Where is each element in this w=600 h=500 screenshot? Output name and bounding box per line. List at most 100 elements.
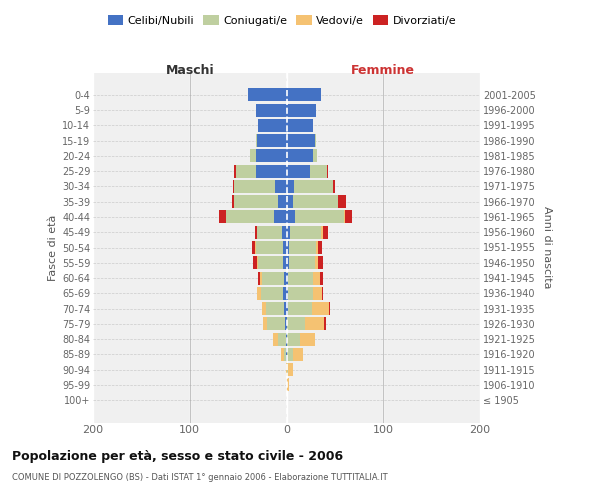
Bar: [314, 256, 319, 269]
Legend: Celibi/Nubili, Coniugati/e, Vedovi/e, Divorziati/e: Celibi/Nubili, Coniugati/e, Vedovi/e, Di…: [103, 10, 461, 30]
Bar: [284, 348, 286, 361]
Bar: [289, 363, 293, 376]
Bar: [275, 180, 287, 193]
Bar: [287, 287, 289, 300]
Bar: [283, 287, 287, 300]
Bar: [274, 210, 287, 224]
Bar: [278, 332, 286, 345]
Bar: [313, 150, 317, 162]
Bar: [262, 272, 284, 284]
Bar: [287, 88, 322, 102]
Bar: [310, 164, 327, 177]
Bar: [287, 210, 295, 224]
Bar: [273, 332, 278, 345]
Bar: [287, 348, 293, 361]
Bar: [287, 256, 289, 269]
Bar: [283, 256, 287, 269]
Bar: [257, 226, 281, 238]
Bar: [287, 318, 305, 330]
Text: COMUNE DI POZZOLENGO (BS) - Dati ISTAT 1° gennaio 2006 - Elaborazione TUTTITALIA: COMUNE DI POZZOLENGO (BS) - Dati ISTAT 1…: [12, 472, 388, 482]
Bar: [327, 164, 328, 177]
Bar: [286, 332, 287, 345]
Bar: [267, 318, 284, 330]
Bar: [257, 134, 287, 147]
Bar: [253, 256, 257, 269]
Bar: [287, 134, 314, 147]
Bar: [234, 180, 275, 193]
Bar: [257, 256, 259, 269]
Bar: [320, 272, 323, 284]
Bar: [278, 195, 287, 208]
Bar: [287, 104, 316, 117]
Bar: [287, 378, 289, 392]
Bar: [313, 272, 320, 284]
Bar: [333, 180, 335, 193]
Bar: [287, 332, 300, 345]
Bar: [283, 241, 287, 254]
Bar: [287, 180, 294, 193]
Bar: [319, 256, 323, 269]
Bar: [226, 210, 274, 224]
Bar: [287, 226, 290, 238]
Bar: [287, 272, 289, 284]
Bar: [289, 272, 313, 284]
Bar: [311, 302, 329, 315]
Text: Popolazione per età, sesso e stato civile - 2006: Popolazione per età, sesso e stato civil…: [12, 450, 343, 463]
Bar: [248, 88, 287, 102]
Bar: [287, 150, 313, 162]
Bar: [295, 210, 344, 224]
Bar: [259, 119, 287, 132]
Bar: [256, 241, 283, 254]
Bar: [322, 287, 323, 300]
Bar: [262, 287, 283, 300]
Text: Femmine: Femmine: [351, 64, 415, 78]
Bar: [234, 195, 278, 208]
Bar: [289, 302, 311, 315]
Bar: [287, 363, 289, 376]
Bar: [251, 241, 254, 254]
Bar: [263, 318, 267, 330]
Bar: [286, 363, 287, 376]
Bar: [260, 272, 262, 284]
Bar: [284, 302, 287, 315]
Bar: [232, 195, 234, 208]
Bar: [344, 210, 352, 224]
Bar: [257, 287, 262, 300]
Bar: [281, 226, 287, 238]
Bar: [234, 164, 236, 177]
Bar: [266, 302, 284, 315]
Bar: [289, 287, 313, 300]
Bar: [259, 256, 283, 269]
Bar: [284, 318, 287, 330]
Bar: [329, 302, 330, 315]
Bar: [259, 272, 260, 284]
Bar: [233, 180, 234, 193]
Bar: [250, 150, 256, 162]
Bar: [256, 164, 287, 177]
Bar: [256, 134, 257, 147]
Bar: [293, 348, 303, 361]
Bar: [294, 180, 333, 193]
Bar: [300, 332, 314, 345]
Bar: [290, 226, 322, 238]
Bar: [322, 226, 323, 238]
Bar: [281, 348, 284, 361]
Bar: [256, 104, 287, 117]
Bar: [293, 195, 338, 208]
Text: Maschi: Maschi: [166, 64, 214, 78]
Bar: [314, 134, 316, 147]
Bar: [286, 348, 287, 361]
Bar: [287, 302, 289, 315]
Bar: [319, 241, 322, 254]
Bar: [287, 119, 313, 132]
Bar: [338, 195, 346, 208]
Bar: [287, 241, 289, 254]
Bar: [254, 241, 256, 254]
Bar: [323, 226, 328, 238]
Bar: [316, 241, 319, 254]
Bar: [284, 272, 287, 284]
Bar: [305, 318, 324, 330]
Bar: [256, 150, 287, 162]
Bar: [287, 195, 293, 208]
Bar: [254, 226, 257, 238]
